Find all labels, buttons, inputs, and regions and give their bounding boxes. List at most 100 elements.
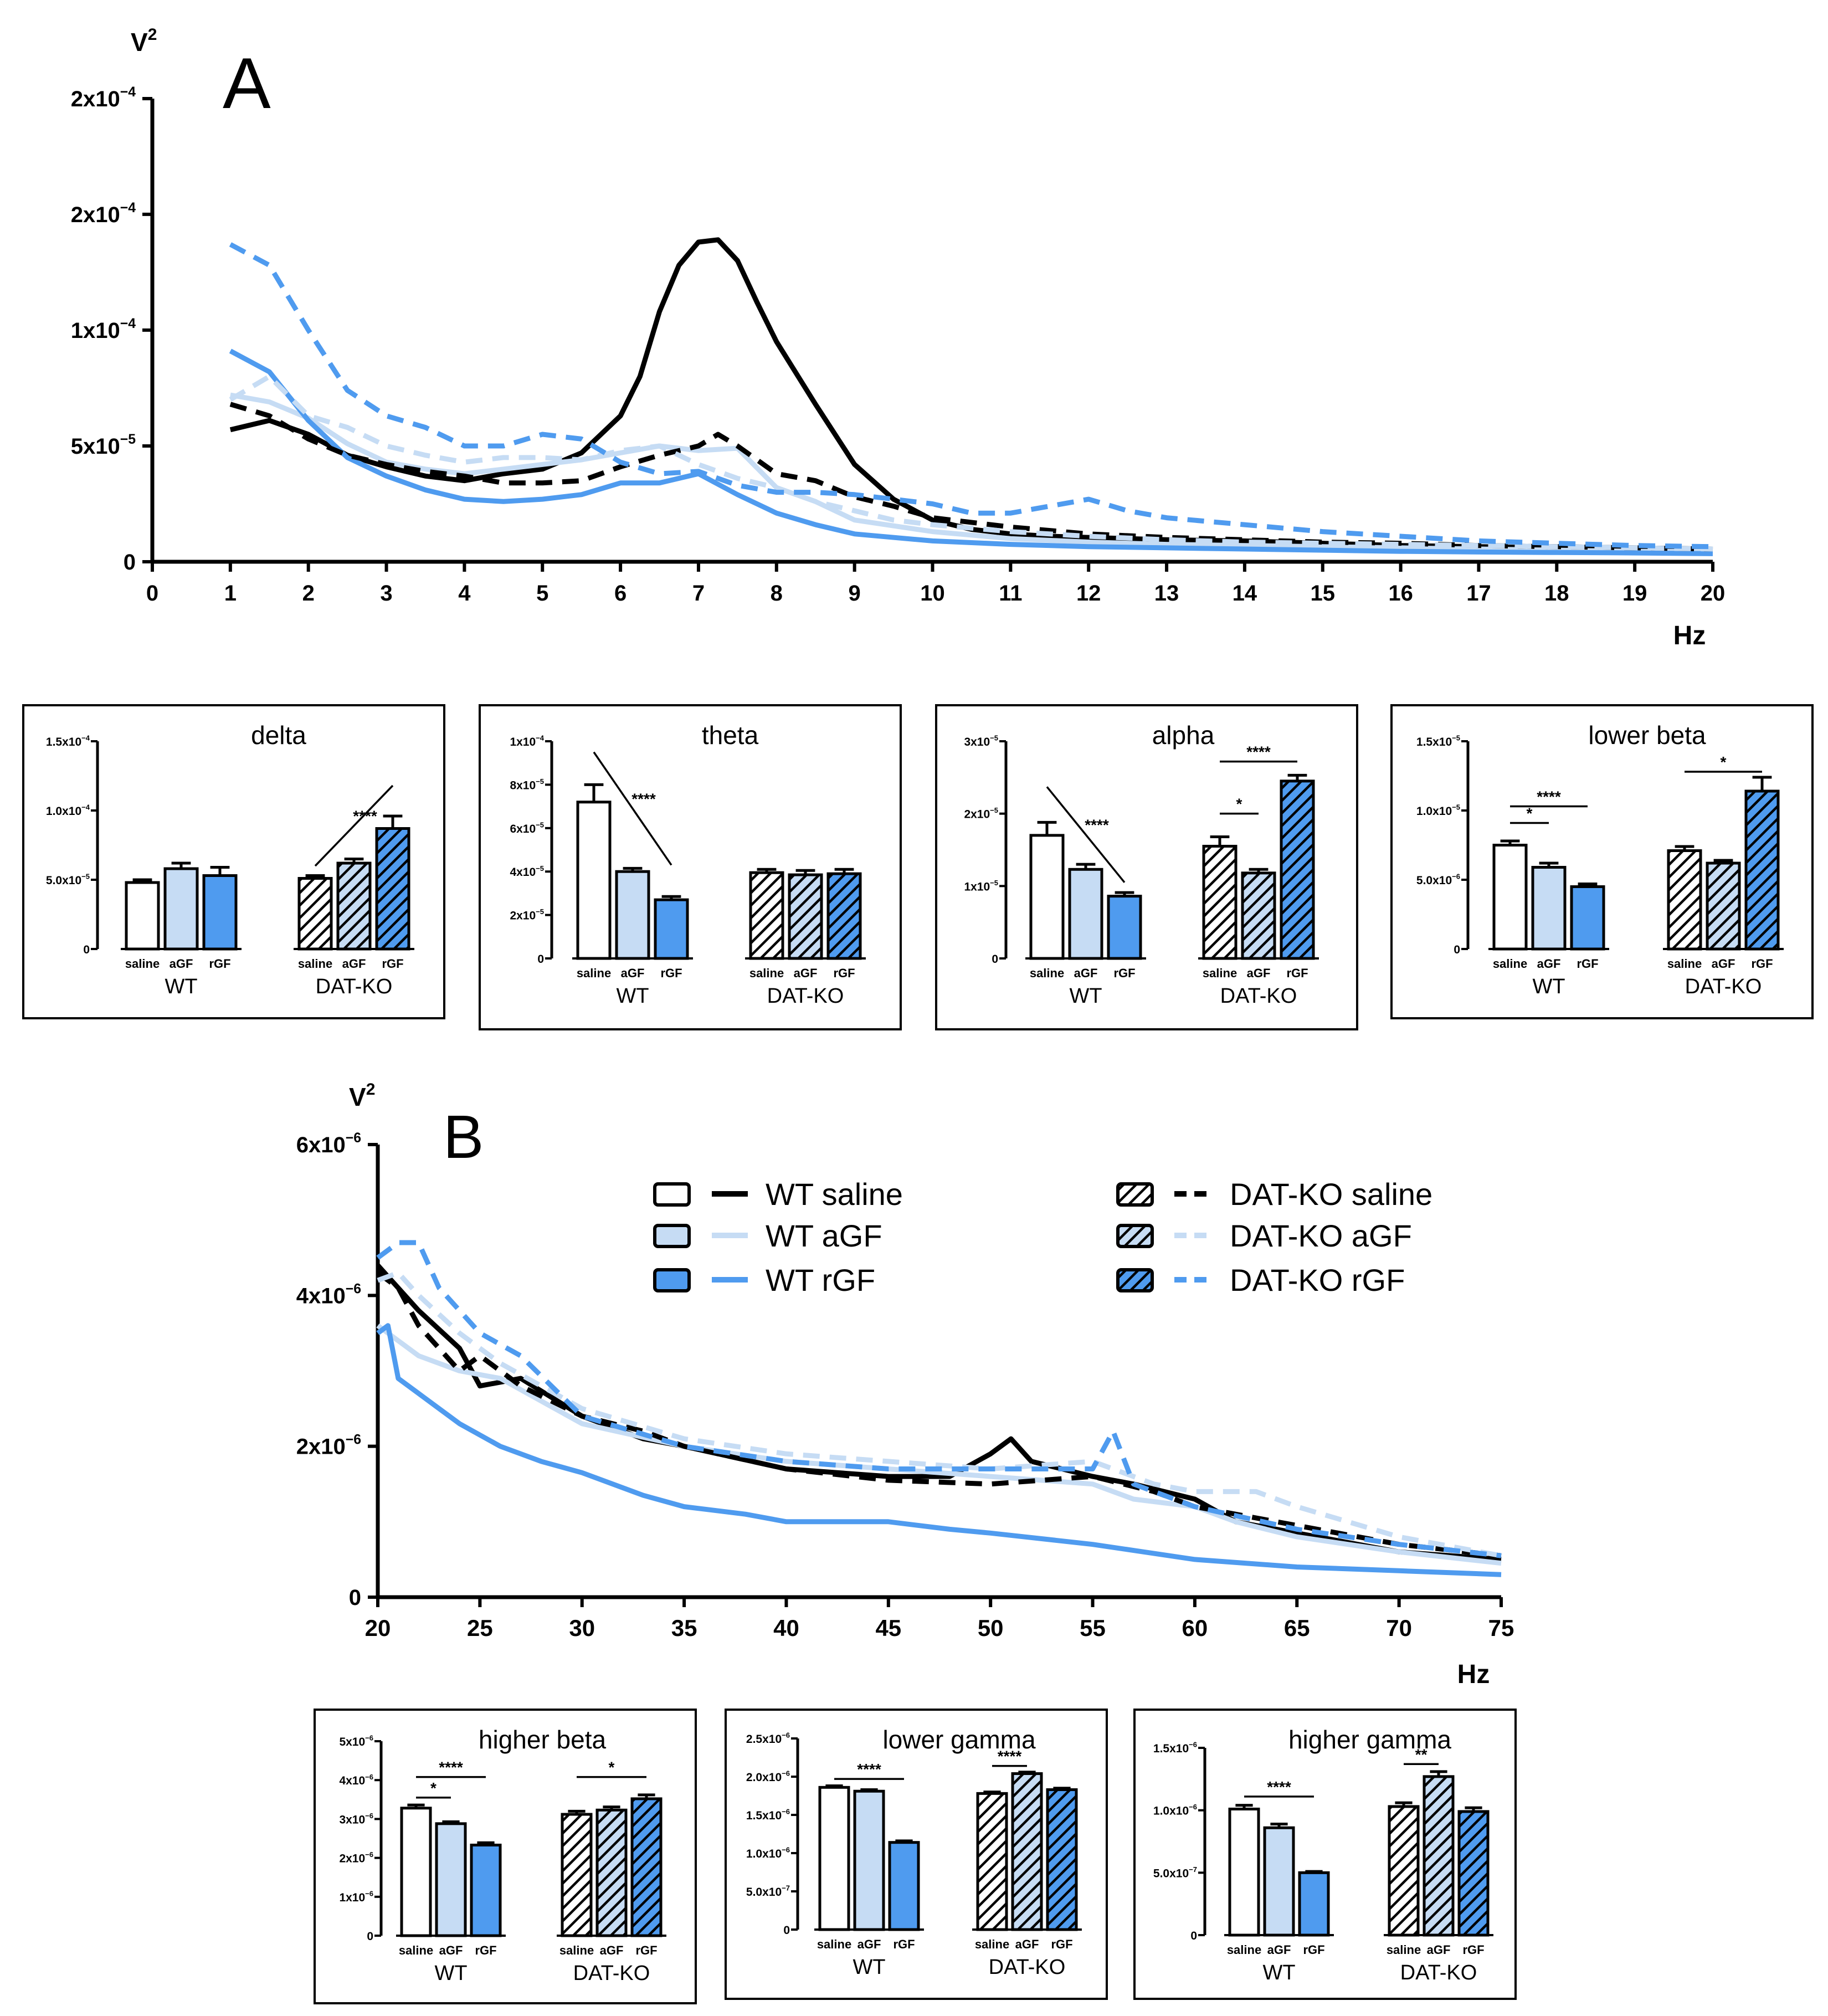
category-label: saline: [1667, 957, 1702, 971]
significance-label: *: [609, 1759, 615, 1776]
y-tick-label: 2x10−5: [964, 806, 998, 820]
group-label: WT: [1069, 984, 1102, 1008]
bar-wt-aGF: [435, 1822, 467, 1937]
y-tick-label: 5x10−6: [339, 1734, 373, 1748]
category-label: saline: [817, 1937, 851, 1951]
category-label: aGF: [794, 966, 818, 980]
legend-swatch: [653, 1268, 691, 1292]
y-tick-label: 6x10−6: [296, 1131, 361, 1157]
legend-swatch: [653, 1224, 691, 1248]
group-label: DAT-KO: [767, 984, 844, 1008]
panel-b-spectrum-chart: 0 2x10−6 4x10−6 6x10−6 20 25 30 35 40 45 50 55 60 65 7…: [296, 1080, 1514, 1689]
significance-label: ****: [353, 808, 377, 825]
bar-wt-rGF: [1570, 885, 1605, 951]
y-tick-label: 0: [537, 953, 544, 966]
panel-label: A: [223, 43, 271, 124]
group-label: DAT-KO: [1220, 984, 1297, 1008]
category-label: aGF: [1712, 957, 1735, 971]
x-tick-label: 12: [1076, 581, 1101, 606]
y-tick-label: 0: [1190, 1930, 1197, 1942]
bar-wt-rGF: [1107, 895, 1142, 960]
category-label: rGF: [635, 1943, 657, 1957]
bar-wt-rGF: [1298, 1871, 1330, 1937]
group-label: DAT-KO: [989, 1956, 1066, 1979]
category-label: aGF: [1537, 957, 1561, 971]
category-label: rGF: [209, 957, 230, 971]
bar-wt-saline: [576, 801, 612, 960]
category-label: saline: [749, 966, 784, 980]
series-line-dat-ko-agf: [229, 374, 1713, 552]
x-axis-label: Hz: [1673, 621, 1706, 650]
y-tick-label: 1x10−5: [964, 879, 998, 893]
significance-label: ****: [857, 1761, 881, 1778]
category-label: aGF: [1015, 1937, 1039, 1951]
legend-label: DAT-KO rGF: [1230, 1263, 1405, 1297]
y-tick-label: 2x10−4: [71, 85, 136, 111]
panel-frame: [479, 704, 902, 1030]
bar-wt-saline: [1029, 834, 1065, 960]
group-label: WT: [616, 984, 649, 1008]
y-tick-label: 0: [349, 1586, 361, 1610]
category-label: rGF: [1751, 957, 1773, 971]
x-tick-label: 1: [224, 581, 237, 606]
group-label: DAT-KO: [573, 1962, 650, 1985]
bar-wt-rGF: [470, 1843, 502, 1937]
x-tick-label: 30: [569, 1615, 595, 1641]
bar-wt-saline: [1228, 1807, 1260, 1937]
series-line-dat-ko-rgf: [376, 1240, 1502, 1558]
bar-dat-ko-saline: [976, 1792, 1008, 1931]
group-label: WT: [853, 1956, 885, 1979]
category-label: aGF: [439, 1943, 463, 1957]
significance-label: **: [1415, 1746, 1428, 1763]
legend: WT saline WT aGF WT rGF DAT-KO saline DAT-KO…: [653, 1177, 1432, 1297]
x-tick-label: 40: [773, 1615, 799, 1641]
category-label: saline: [1203, 966, 1237, 980]
bar-dat-ko-saline: [749, 871, 784, 960]
legend-label: WT aGF: [766, 1218, 882, 1253]
bar-dat-ko-rGF: [375, 827, 410, 951]
series-line-dat-ko-rgf: [229, 242, 1713, 550]
significance-line: [1046, 786, 1126, 883]
significance-label: *: [1721, 753, 1727, 771]
category-label: aGF: [1247, 966, 1271, 980]
bar-wt-saline: [1492, 844, 1528, 951]
category-label: aGF: [170, 957, 193, 971]
category-label: rGF: [833, 966, 855, 980]
higher-gamma-bar-panel: higher gamma 0 5.0x10−7 1.0x10−6 1.5x10−6 sal…: [1133, 1709, 1517, 2000]
bar-dat-ko-aGF: [595, 1808, 628, 1937]
y-tick-label: 1.5x10−6: [1153, 1741, 1197, 1755]
significance-label: *: [430, 1779, 437, 1797]
category-label: saline: [399, 1943, 433, 1957]
category-label: saline: [1387, 1943, 1421, 1957]
y-tick-label: 0: [992, 953, 998, 966]
category-label: aGF: [857, 1937, 881, 1951]
x-tick-label: 16: [1388, 581, 1413, 606]
panel-frame: [314, 1709, 697, 2004]
lower-gamma-bar-panel: lower gamma 0 5.0x10−7 1.0x10−6 1.5x10−6 2.0x…: [725, 1709, 1108, 2000]
category-label: rGF: [475, 1943, 496, 1957]
series-line-dat-ko-saline: [376, 1270, 1502, 1558]
y-tick-label: 1.0x10−6: [746, 1846, 790, 1860]
category-label: saline: [1493, 957, 1527, 971]
series-line-wt-rgf: [376, 1323, 1502, 1577]
category-label: aGF: [1267, 1943, 1291, 1957]
bar-dat-ko-aGF: [1423, 1775, 1455, 1937]
category-label: rGF: [660, 966, 682, 980]
significance-label: ****: [631, 791, 656, 808]
x-axis-label: Hz: [1457, 1660, 1490, 1689]
bar-dat-ko-rGF: [826, 872, 862, 960]
y-tick-label: 5.0x10−6: [1416, 873, 1460, 887]
x-tick-label: 5: [536, 581, 548, 606]
legend-label: DAT-KO saline: [1230, 1177, 1432, 1212]
x-tick-label: 55: [1080, 1615, 1106, 1641]
y-tick-label: 3x10−6: [339, 1812, 373, 1826]
x-tick-label: 19: [1622, 581, 1647, 606]
y-tick-label: 0: [367, 1930, 373, 1943]
group-label: WT: [1532, 975, 1565, 998]
category-label: rGF: [382, 957, 403, 971]
group-label: WT: [1262, 1961, 1295, 1984]
bar-dat-ko-saline: [561, 1813, 593, 1937]
y-tick-label: 5.0x10−5: [46, 873, 90, 887]
